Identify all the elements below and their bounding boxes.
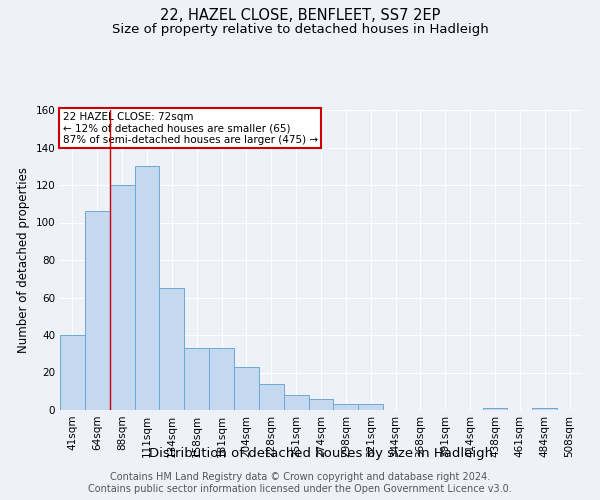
Bar (234, 367, 259, 410)
Text: Distribution of detached houses by size in Hadleigh: Distribution of detached houses by size … (149, 448, 493, 460)
Bar (160, 288, 184, 410)
Bar (334, 404, 358, 410)
Bar (532, 408, 557, 410)
Text: 22 HAZEL CLOSE: 72sqm
← 12% of detached houses are smaller (65)
87% of semi-deta: 22 HAZEL CLOSE: 72sqm ← 12% of detached … (62, 112, 318, 144)
Bar (209, 348, 234, 410)
Bar (259, 384, 284, 410)
Text: Contains HM Land Registry data © Crown copyright and database right 2024.
Contai: Contains HM Land Registry data © Crown c… (88, 472, 512, 494)
Bar (482, 408, 508, 410)
Bar (308, 399, 334, 410)
Y-axis label: Number of detached properties: Number of detached properties (17, 167, 30, 353)
Bar (184, 348, 209, 410)
Bar (358, 404, 383, 410)
Bar (110, 185, 134, 410)
Bar (85, 211, 110, 410)
Text: 22, HAZEL CLOSE, BENFLEET, SS7 2EP: 22, HAZEL CLOSE, BENFLEET, SS7 2EP (160, 8, 440, 22)
Bar (60, 335, 85, 410)
Text: Size of property relative to detached houses in Hadleigh: Size of property relative to detached ho… (112, 22, 488, 36)
Bar (134, 166, 160, 410)
Bar (284, 395, 308, 410)
